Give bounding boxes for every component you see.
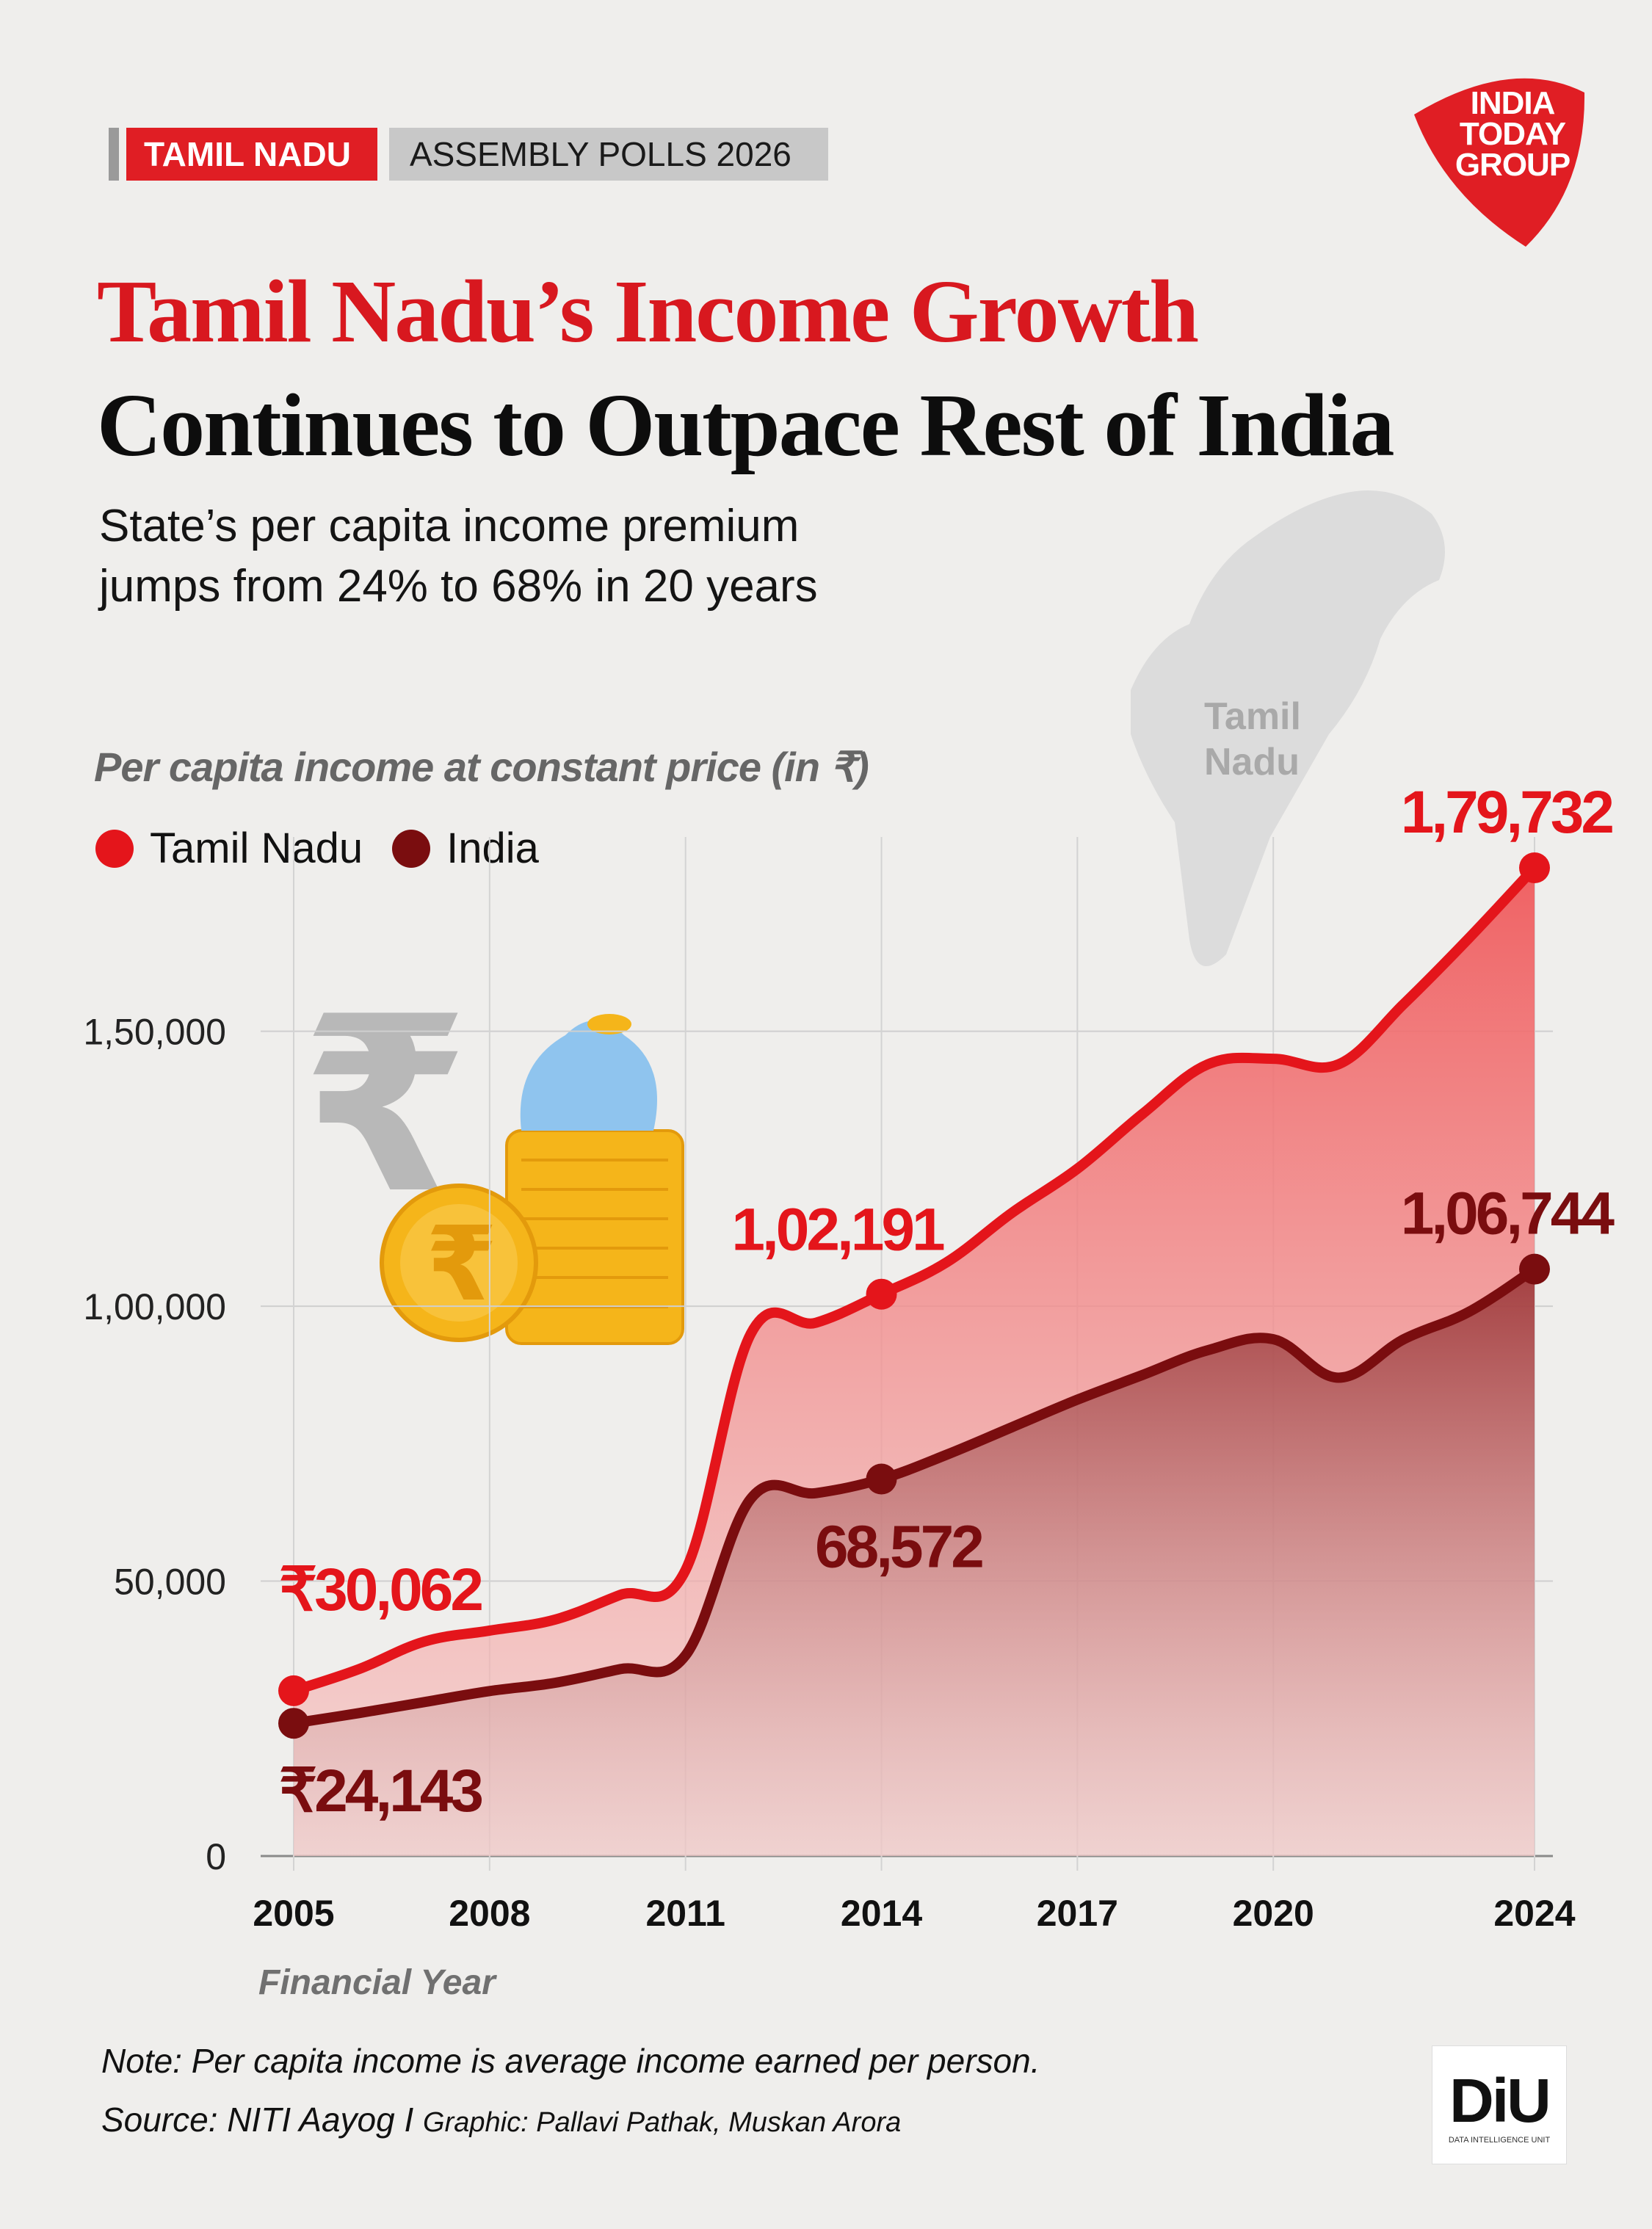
svg-text:₹: ₹	[426, 1205, 497, 1324]
x-tick-label: 2005	[253, 1893, 334, 1934]
x-axis-title: Financial Year	[258, 1963, 497, 2002]
y-tick-label: 1,00,000	[83, 1286, 226, 1327]
footer-source: Source: NITI Aayog I Graphic: Pallavi Pa…	[101, 2100, 901, 2139]
legend-dot-india	[392, 829, 431, 868]
data-label-tamil-nadu-2014: 1,02,191	[731, 1197, 944, 1264]
income-chart: ₹30,062 ₹24,143 1,02,191 68,572 1,79,732 1,06…	[83, 779, 1617, 2002]
data-point-india-2014	[866, 1463, 897, 1495]
data-label-india-2014: 68,572	[815, 1513, 982, 1580]
diu-logo-text: DiU	[1449, 2066, 1551, 2135]
x-tick-label: 2024	[1493, 1893, 1575, 1934]
data-point-india-2024	[1519, 1253, 1550, 1285]
line-tamil-nadu	[289, 863, 1540, 1696]
x-tick-label: 2017	[1037, 1893, 1118, 1934]
x-tick-label: 2011	[645, 1893, 725, 1934]
footer-note: Note: Per capita income is average incom…	[101, 2042, 1040, 2080]
x-tick-label: 2014	[841, 1893, 922, 1934]
graphic-credit: Graphic: Pallavi Pathak, Muskan Arora	[423, 2107, 902, 2138]
legend-label-india: India	[446, 824, 539, 872]
data-point-india-2005	[278, 1708, 309, 1739]
y-tick-label: 0	[206, 1836, 226, 1877]
x-tick-label: 2008	[449, 1893, 530, 1934]
data-point-tamil-nadu-2024	[1519, 852, 1550, 884]
area-india	[294, 1269, 1535, 1856]
legend: Tamil Nadu India	[95, 824, 568, 873]
data-label-india-2024: 1,06,744	[1401, 1181, 1615, 1247]
diu-logo-subtext: DATA INTELLIGENCE UNIT	[1448, 2136, 1551, 2145]
y-tick-label: 1,50,000	[83, 1012, 226, 1053]
headline-line-1: Tamil Nadu’s Income Growth	[97, 262, 1199, 361]
diu-logo: DiU DATA INTELLIGENCE UNIT	[1432, 2045, 1567, 2164]
india-today-logo	[1414, 78, 1585, 247]
y-tick-label: 50,000	[114, 1562, 226, 1603]
data-label-tamil-nadu-2024: 1,79,732	[1401, 779, 1613, 846]
legend-dot-tamil-nadu	[95, 829, 134, 868]
data-point-tamil-nadu-2014	[866, 1278, 897, 1310]
data-point-tamil-nadu-2005	[278, 1675, 309, 1706]
data-label-india-2005: ₹24,143	[279, 1758, 482, 1824]
chart-label: Per capita income at constant price (in …	[94, 744, 869, 790]
header-tags: TAMIL NADU ASSEMBLY POLLS 2026	[109, 128, 828, 181]
tag-stub	[109, 128, 119, 181]
legend-label-tamil-nadu: Tamil Nadu	[150, 824, 363, 872]
headline-line-2: Continues to Outpace Rest of India	[97, 376, 1395, 475]
x-tick-label: 2020	[1233, 1893, 1314, 1934]
logo-text: INDIA TODAY GROUP	[1454, 85, 1571, 183]
polls-tag: ASSEMBLY POLLS 2026	[388, 128, 828, 181]
data-label-tamil-nadu-2005: ₹30,062	[279, 1556, 482, 1623]
subtitle: State’s per capita income premium jumps …	[99, 501, 818, 612]
tamil-nadu-map-icon	[1131, 490, 1445, 966]
state-tag: TAMIL NADU	[126, 128, 377, 181]
source-text: Source: NITI Aayog I	[101, 2101, 424, 2139]
legend-item-india: India	[392, 824, 539, 873]
map-label: Tamil Nadu	[1204, 695, 1301, 783]
rupee-money-illustration: ₹ ₹	[301, 984, 684, 1345]
legend-item-tamil-nadu: Tamil Nadu	[95, 824, 363, 873]
